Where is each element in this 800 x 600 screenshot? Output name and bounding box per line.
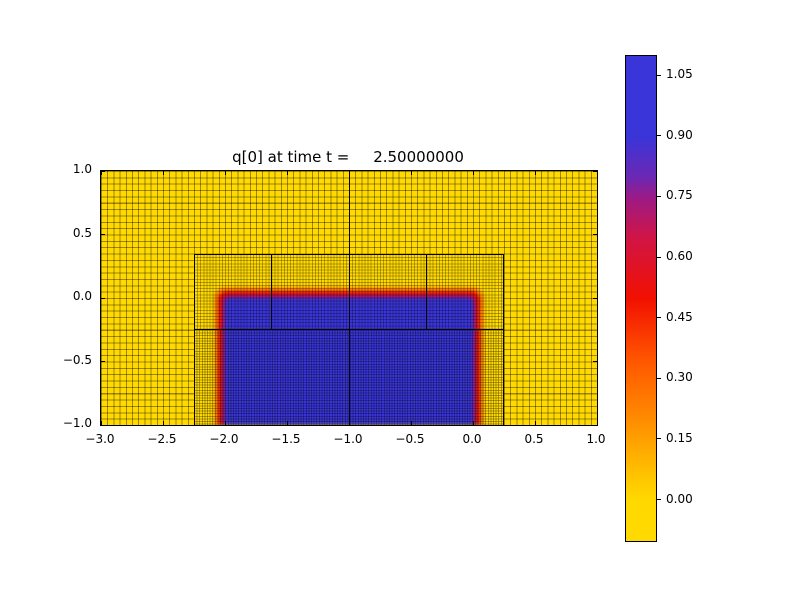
y-tick-mark bbox=[101, 361, 105, 362]
x-tick-mark bbox=[162, 421, 164, 425]
colorbar-tick-label: 0.30 bbox=[666, 370, 693, 385]
x-tick-mark bbox=[224, 421, 226, 425]
colorbar-tick-mark bbox=[657, 377, 661, 379]
colorbar-tick-label: 0.75 bbox=[666, 188, 693, 203]
amr-patch-border-line bbox=[194, 253, 504, 255]
colorbar-tick-mark bbox=[657, 195, 661, 197]
y-tick-mark bbox=[593, 361, 597, 362]
y-tick-mark bbox=[101, 234, 105, 235]
plot-title: q[0] at time t = 2.50000000 bbox=[232, 148, 464, 166]
x-tick-mark bbox=[286, 421, 288, 425]
colorbar-tick-mark bbox=[657, 499, 661, 501]
x-tick-mark bbox=[348, 421, 350, 425]
y-tick-label: −1.0 bbox=[62, 416, 92, 430]
y-tick-mark bbox=[101, 297, 105, 299]
plot-area bbox=[100, 170, 598, 426]
amr-patch-borders bbox=[101, 171, 597, 425]
colorbar-tick-label: 0.15 bbox=[666, 430, 693, 445]
axis-tick-marks bbox=[101, 171, 597, 425]
x-tick-mark bbox=[472, 421, 474, 425]
amr-patch-border-line bbox=[348, 171, 350, 425]
x-tick-mark bbox=[596, 421, 597, 425]
colorbar-tick-mark bbox=[657, 317, 661, 319]
y-tick-mark bbox=[101, 424, 105, 425]
colorbar-tick-mark bbox=[657, 135, 661, 137]
x-tick-label: −2.0 bbox=[209, 432, 239, 446]
x-tick-mark bbox=[224, 171, 226, 175]
x-tick-mark bbox=[101, 171, 102, 175]
x-tick-mark bbox=[534, 171, 536, 175]
y-tick-mark bbox=[593, 234, 597, 235]
x-tick-mark bbox=[472, 171, 474, 175]
colorbar-tick-label: 0.60 bbox=[666, 249, 693, 264]
y-tick-label: 0.5 bbox=[72, 225, 92, 240]
amr-patch-border-line bbox=[194, 253, 195, 425]
y-tick-mark bbox=[593, 171, 597, 172]
y-tick-label: −0.5 bbox=[62, 352, 92, 367]
colorbar bbox=[625, 55, 657, 542]
x-tick-label: −1.5 bbox=[271, 432, 301, 446]
colorbar-tick-mark bbox=[657, 438, 661, 440]
x-tick-mark bbox=[410, 421, 412, 425]
x-tick-mark bbox=[101, 421, 102, 425]
y-tick-mark bbox=[593, 424, 597, 425]
amr-patch-border-line bbox=[194, 329, 504, 331]
x-tick-mark bbox=[410, 171, 412, 175]
colorbar-tick-mark bbox=[657, 256, 661, 258]
colorbar-tick-label: 1.05 bbox=[666, 67, 693, 82]
colorbar-tick-mark bbox=[657, 74, 661, 76]
colorbar-tick-label: 0.00 bbox=[666, 491, 693, 506]
y-tick-mark bbox=[593, 297, 597, 299]
x-tick-label: 1.0 bbox=[586, 432, 606, 446]
amr-patch-border-line bbox=[503, 253, 504, 425]
x-tick-mark bbox=[596, 171, 597, 175]
amr-patch-border-line bbox=[271, 253, 272, 330]
y-tick-label: 0.0 bbox=[72, 289, 92, 303]
x-tick-mark bbox=[534, 421, 536, 425]
x-tick-mark bbox=[286, 171, 288, 175]
x-tick-label: −2.5 bbox=[147, 432, 177, 446]
x-tick-mark bbox=[348, 171, 350, 175]
x-tick-label: −3.0 bbox=[85, 432, 115, 446]
y-tick-label: 1.0 bbox=[72, 162, 92, 176]
x-tick-label: −0.5 bbox=[395, 432, 425, 446]
y-tick-mark bbox=[101, 171, 105, 172]
colorbar-gradient bbox=[626, 56, 656, 541]
x-tick-mark bbox=[162, 171, 164, 175]
colorbar-tick-label: 0.90 bbox=[666, 127, 693, 142]
amr-patch-border-line bbox=[426, 253, 427, 330]
x-tick-label: −1.0 bbox=[333, 432, 363, 446]
x-tick-label: 0.5 bbox=[524, 432, 544, 446]
colorbar-tick-label: 0.45 bbox=[666, 309, 693, 324]
x-tick-label: 0.0 bbox=[462, 432, 482, 446]
